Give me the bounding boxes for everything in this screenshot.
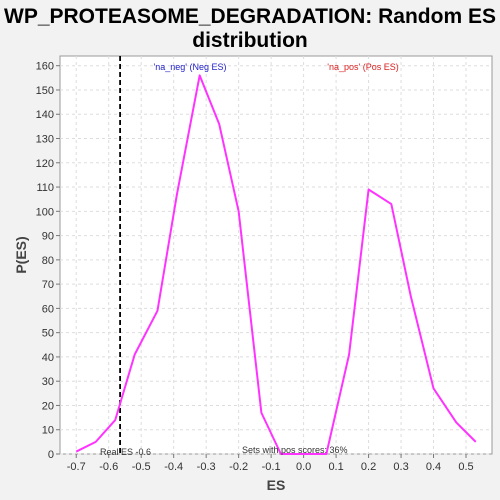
x-tick-label: -0.3 xyxy=(197,461,216,473)
chart-title-line-2: distribution xyxy=(192,29,307,52)
x-tick-label: -0.5 xyxy=(132,461,151,473)
legend-pos: 'na_pos' (Pos ES) xyxy=(327,62,398,72)
real-es-label: Real ES -0.6 xyxy=(100,447,151,457)
legend-neg: 'na_neg' (Neg ES) xyxy=(154,62,227,72)
y-tick-label: 160 xyxy=(36,61,54,73)
x-tick-label: 0.0 xyxy=(296,461,311,473)
y-tick-label: 50 xyxy=(42,328,54,340)
x-tick-label: 0.2 xyxy=(361,461,376,473)
y-tick-label: 60 xyxy=(42,303,54,315)
x-axis-label: ES xyxy=(267,477,286,493)
y-tick-label: 150 xyxy=(36,85,54,97)
y-tick-label: 80 xyxy=(42,255,54,267)
x-tick-label: -0.1 xyxy=(262,461,281,473)
x-tick-label: -0.2 xyxy=(229,461,248,473)
x-tick-label: 0.3 xyxy=(393,461,408,473)
y-tick-label: 90 xyxy=(42,231,54,243)
grid-lines xyxy=(60,56,492,455)
chart-title-line-1: WP_PROTEASOME_DEGRADATION: Random ES xyxy=(4,5,496,28)
x-tick-label: -0.4 xyxy=(164,461,183,473)
y-tick-label: 140 xyxy=(36,109,54,121)
y-tick-label: 110 xyxy=(36,182,54,194)
y-tick-label: 20 xyxy=(42,400,54,412)
y-tick-label: 10 xyxy=(42,425,54,437)
y-tick-label: 40 xyxy=(42,352,54,364)
y-tick-label: 0 xyxy=(48,449,54,461)
x-tick-label: 0.1 xyxy=(328,461,343,473)
y-tick-label: 30 xyxy=(42,376,54,388)
x-tick-label: -0.6 xyxy=(99,461,118,473)
y-tick-label: 130 xyxy=(36,134,54,146)
x-tick-label: -0.7 xyxy=(67,461,86,473)
y-tick-label: 70 xyxy=(42,279,54,291)
y-tick-label: 100 xyxy=(36,206,54,218)
y-axis-label: P(ES) xyxy=(13,236,29,273)
pos-scores-label: Sets with pos scores: 36% xyxy=(242,445,348,455)
x-tick-label: 0.4 xyxy=(426,461,441,473)
series-group xyxy=(75,74,477,455)
plot-area xyxy=(59,55,493,455)
series-line xyxy=(75,74,477,455)
y-tick-label: 120 xyxy=(36,158,54,170)
axis-ticks: -0.7 -0.6 -0.5 -0.4 -0.3 -0.2 -0.1 0.0 0.1 0.2 0.3… xyxy=(36,61,474,473)
x-tick-label: 0.5 xyxy=(458,461,473,473)
